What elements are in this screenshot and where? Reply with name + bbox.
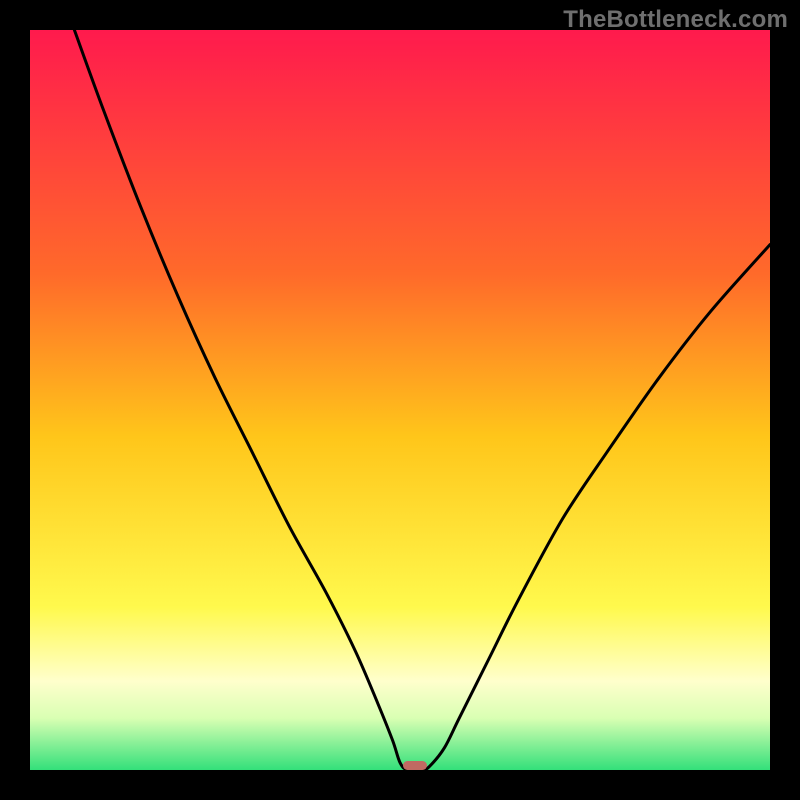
- curve-path: [74, 30, 770, 770]
- optimal-point-marker: [403, 761, 427, 771]
- stage: TheBottleneck.com: [0, 0, 800, 800]
- bottleneck-curve: [30, 30, 770, 770]
- bottleneck-chart: [30, 30, 770, 770]
